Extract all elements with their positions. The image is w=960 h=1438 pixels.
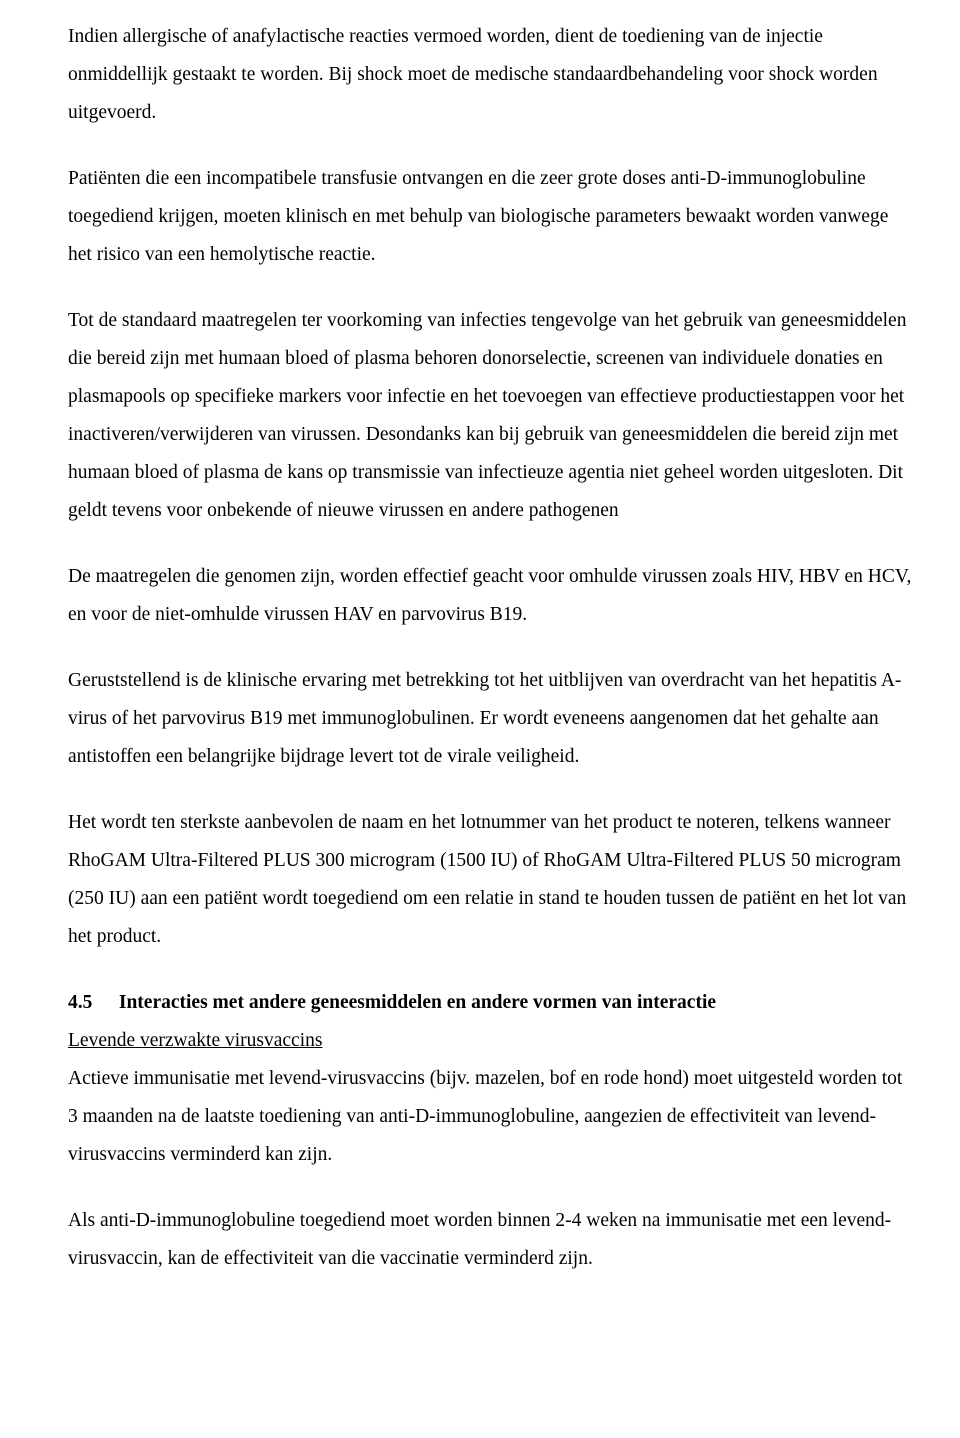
paragraph-active-immunisation: Actieve immunisatie met levend-virusvacc… xyxy=(68,1060,912,1174)
paragraph-incompatible-transfusion: Patiënten die een incompatibele transfus… xyxy=(68,160,912,274)
paragraph-infection-prevention: Tot de standaard maatregelen ter voorkom… xyxy=(68,302,912,530)
paragraph-lot-number-recording: Het wordt ten sterkste aanbevolen de naa… xyxy=(68,804,912,956)
subheading-text: Levende verzwakte virusvaccins xyxy=(68,1030,322,1051)
paragraph-effective-measures: De maatregelen die genomen zijn, worden … xyxy=(68,558,912,634)
paragraph-allergic-reactions: Indien allergische of anafylactische rea… xyxy=(68,18,912,132)
paragraph-anti-d-after-vaccine: Als anti-D-immunoglobuline toegediend mo… xyxy=(68,1202,912,1278)
paragraph-clinical-experience: Geruststellend is de klinische ervaring … xyxy=(68,662,912,776)
section-number: 4.5 xyxy=(68,984,114,1022)
subheading-live-vaccines: Levende verzwakte virusvaccins xyxy=(68,1022,912,1060)
section-title: Interacties met andere geneesmiddelen en… xyxy=(119,992,716,1013)
section-4-5-heading: 4.5 Interacties met andere geneesmiddele… xyxy=(68,984,912,1022)
